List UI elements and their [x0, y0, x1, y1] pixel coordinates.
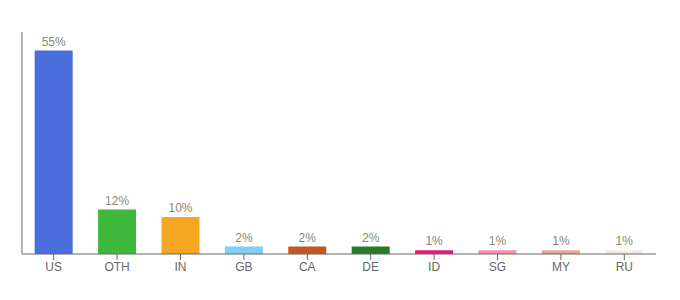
svg-text:2%: 2%: [299, 231, 317, 245]
svg-text:1%: 1%: [552, 234, 570, 248]
svg-text:DE: DE: [362, 260, 379, 274]
svg-text:RU: RU: [616, 260, 633, 274]
svg-text:US: US: [45, 260, 62, 274]
svg-text:1%: 1%: [616, 234, 634, 248]
svg-text:1%: 1%: [489, 234, 507, 248]
svg-text:2%: 2%: [235, 231, 253, 245]
svg-text:ID: ID: [428, 260, 440, 274]
svg-text:SG: SG: [489, 260, 506, 274]
svg-text:1%: 1%: [425, 234, 443, 248]
svg-text:12%: 12%: [105, 194, 129, 208]
svg-text:MY: MY: [552, 260, 570, 274]
svg-text:2%: 2%: [362, 231, 380, 245]
svg-text:OTH: OTH: [104, 260, 129, 274]
svg-text:10%: 10%: [168, 201, 192, 215]
svg-text:IN: IN: [175, 260, 187, 274]
svg-text:GB: GB: [235, 260, 252, 274]
svg-text:55%: 55%: [42, 35, 66, 49]
svg-text:CA: CA: [299, 260, 316, 274]
